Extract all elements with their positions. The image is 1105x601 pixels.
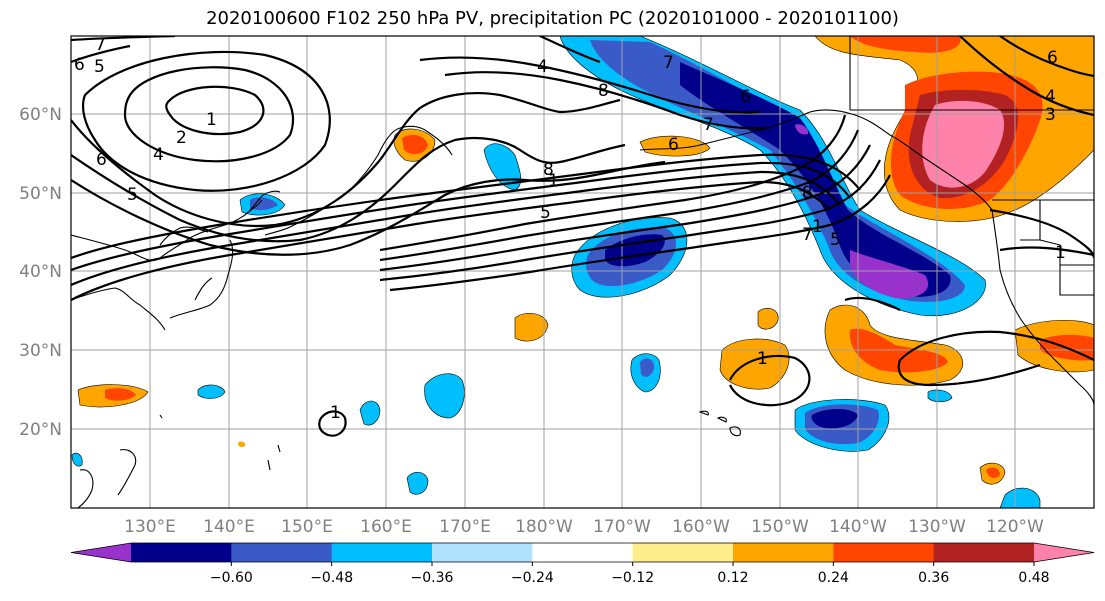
contour-label: 6 <box>1047 48 1058 68</box>
contour-label: 4 <box>1045 87 1056 107</box>
contour-label: 1 <box>812 217 823 237</box>
contour-label: 7 <box>703 115 714 135</box>
colorbar-segment <box>532 543 634 562</box>
contour-label: 7 <box>663 53 674 73</box>
pv-contours <box>71 36 1094 437</box>
contour-label: 5 <box>540 203 551 223</box>
negative-blob-small <box>424 373 465 419</box>
lon-label: 150°W <box>751 517 809 537</box>
coastlines <box>71 36 1094 508</box>
colorbar-segment <box>331 543 433 562</box>
contour-label: 7 <box>802 225 813 245</box>
contour-label: 6 <box>740 87 751 107</box>
lon-label: 150°E <box>281 517 333 537</box>
colorbar-tick-label: −0.36 <box>411 570 454 586</box>
contour-label: 4 <box>537 57 548 77</box>
longitude-labels: 130°E 140°E 150°E 160°E 170°E 180°W 170°… <box>124 517 1044 537</box>
contour-label: 4 <box>153 145 164 165</box>
colorbar-segment <box>933 543 1035 562</box>
lat-label: 60°N <box>19 105 62 125</box>
colorbar-tick-label: −0.60 <box>210 570 253 586</box>
colorbar-tick-label: 0.48 <box>1018 570 1049 586</box>
graticule <box>71 36 1094 508</box>
contour-label: 2 <box>176 128 187 148</box>
lon-label: 170°E <box>439 517 491 537</box>
contour-label: 3 <box>1045 105 1056 125</box>
colorbar-tick-label: 0.24 <box>818 570 849 586</box>
colorbar-extend-high <box>1034 543 1094 562</box>
contour-label: 1 <box>330 403 341 423</box>
negative-band-max <box>850 250 929 299</box>
map-panel <box>71 36 1094 508</box>
colorbar-segment <box>432 543 533 562</box>
colorbar-tick-label: −0.48 <box>310 570 353 586</box>
lon-label: 180°W <box>515 517 573 537</box>
contour-label: 1 <box>548 171 559 191</box>
lat-label: 20°N <box>19 420 62 440</box>
contour-label: 8 <box>543 160 554 180</box>
colorbar-segment <box>231 543 333 562</box>
lat-label: 40°N <box>19 262 62 282</box>
map-title: 2020100600 F102 250 hPa PV, precipitatio… <box>206 8 899 29</box>
contour-label: 8 <box>802 183 813 203</box>
lon-label: 140°W <box>829 517 887 537</box>
contour-label: 6 <box>96 150 107 170</box>
contour-label: 5 <box>830 230 841 250</box>
contour-label: 1 <box>757 349 768 369</box>
lon-label: 160°E <box>360 517 412 537</box>
contour-label: 1 <box>206 110 217 130</box>
colorbar-tick-label: −0.24 <box>511 570 554 586</box>
lat-label: 30°N <box>19 341 62 361</box>
contour-label: 7 <box>95 35 106 55</box>
contour-labels: 1 2 4 5 6 7 8 6 5 4 6 7 8 5 7 8 1 6 4 3 … <box>74 35 1066 423</box>
contour-label: 5 <box>127 185 138 205</box>
lon-label: 130°W <box>908 517 966 537</box>
colorbar-tick-label: −0.12 <box>611 570 654 586</box>
colorbar-outline <box>70 542 1095 563</box>
colorbar-segment <box>733 543 834 562</box>
colorbar-extend-low <box>71 543 131 562</box>
colorbar-segment <box>632 543 734 562</box>
map-frame <box>70 35 1095 509</box>
colorbar-segment <box>833 543 935 562</box>
lon-label: 170°W <box>593 517 651 537</box>
latitude-labels: 20°N 30°N 40°N 50°N 60°N <box>19 105 62 440</box>
lat-label: 50°N <box>19 184 62 204</box>
colorbar-tick-label: 0.12 <box>717 570 748 586</box>
contour-label: 6 <box>668 135 679 155</box>
contour-label: 1 <box>1055 243 1066 263</box>
colorbar: −0.60 −0.48 −0.36 −0.24 −0.12 0.12 0.24 0.36 0.4… <box>70 542 1095 586</box>
lon-label: 120°W <box>986 517 1044 537</box>
lon-label: 130°E <box>124 517 176 537</box>
colorbar-tick-label: 0.36 <box>918 570 949 586</box>
colorbar-segment <box>131 543 232 562</box>
lon-label: 160°W <box>672 517 730 537</box>
contour-label: 5 <box>94 57 105 77</box>
contour-label: 8 <box>598 81 609 101</box>
contour-label: 6 <box>74 55 85 75</box>
lon-label: 140°E <box>203 517 255 537</box>
